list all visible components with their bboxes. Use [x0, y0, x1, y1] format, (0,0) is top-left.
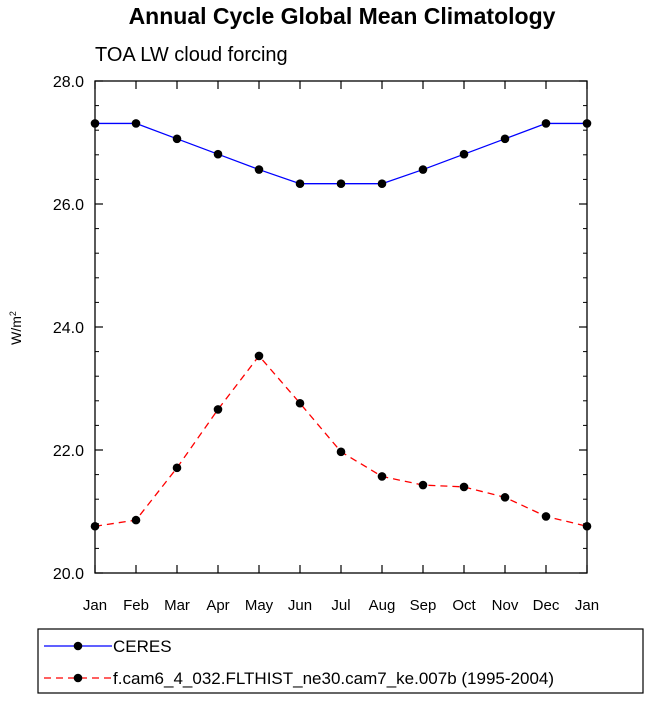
data-point-1: [500, 134, 510, 144]
legend-label-1: CERES: [113, 637, 172, 656]
x-tick-label: Aug: [369, 597, 396, 614]
data-point-1: [336, 179, 346, 189]
x-tick-label: Jun: [288, 597, 312, 614]
y-axis-label: W/m2: [8, 311, 24, 345]
data-point-1: [418, 165, 428, 174]
x-tick-label: Nov: [492, 597, 519, 614]
legend-label-2: f.cam6_4_032.FLTHIST_ne30.cam7_ke.007b (…: [113, 669, 554, 688]
x-tick-label: Feb: [123, 597, 149, 614]
legend-marker-2: [73, 673, 83, 683]
x-tick-label: Sep: [410, 597, 437, 614]
data-point-1: [459, 149, 469, 159]
y-tick-label: 22.0: [53, 443, 84, 460]
data-point-2: [213, 405, 223, 414]
x-tick-label: May: [245, 597, 274, 614]
chart-subtitle: TOA LW cloud forcing: [95, 44, 288, 66]
axes: 20.0 22.0 24.0 26.0 28.0 Jan Feb Mar Apr May Jun Ju…: [53, 74, 599, 614]
data-point-1: [90, 119, 100, 128]
y-tick-label: 28.0: [53, 74, 84, 91]
data-point-2: [459, 482, 469, 492]
data-point-2: [541, 512, 551, 521]
data-point-1: [172, 134, 182, 144]
series-line-2: [94, 354, 588, 527]
data-point-1: [131, 119, 141, 128]
x-tick-label: Jul: [331, 597, 350, 614]
data-point-1: [295, 179, 305, 189]
data-point-2: [254, 351, 264, 361]
legend-box: [37, 628, 644, 694]
x-tick-label: Oct: [452, 597, 476, 614]
data-point-1: [377, 179, 387, 189]
data-point-1: [541, 119, 551, 128]
legend: CERES f.cam6_4_032.FLTHIST_ne30.cam7_ke.0…: [37, 628, 644, 694]
y-tick-label: 26.0: [53, 197, 84, 214]
data-point-2: [131, 515, 141, 525]
y-tick-label: 20.0: [53, 566, 84, 583]
y-axis-label-unit: W/m: [8, 316, 24, 345]
legend-marker-1: [73, 641, 83, 651]
x-tick-label: Mar: [164, 597, 190, 614]
data-point-1: [213, 149, 223, 159]
data-point-2: [500, 493, 510, 502]
data-point-2: [336, 447, 346, 457]
data-point-1: [582, 119, 592, 128]
series-layer: [90, 119, 592, 531]
data-point-2: [582, 521, 592, 531]
data-point-2: [295, 398, 305, 408]
x-tick-label: Jan: [83, 597, 107, 614]
data-point-2: [90, 521, 100, 531]
data-point-2: [418, 480, 428, 490]
y-tick-label: 24.0: [53, 320, 84, 337]
data-point-2: [172, 463, 182, 473]
plot-frame: [94, 80, 588, 574]
series-line-1: [95, 122, 587, 185]
x-tick-label: Jan: [575, 597, 599, 614]
chart-title: Annual Cycle Global Mean Climatology: [129, 3, 556, 29]
data-point-1: [254, 165, 264, 174]
data-point-2: [377, 472, 387, 481]
x-tick-label: Apr: [206, 597, 229, 614]
x-tick-label: Dec: [533, 597, 560, 614]
y-axis-label-superscript: 2: [8, 311, 18, 316]
